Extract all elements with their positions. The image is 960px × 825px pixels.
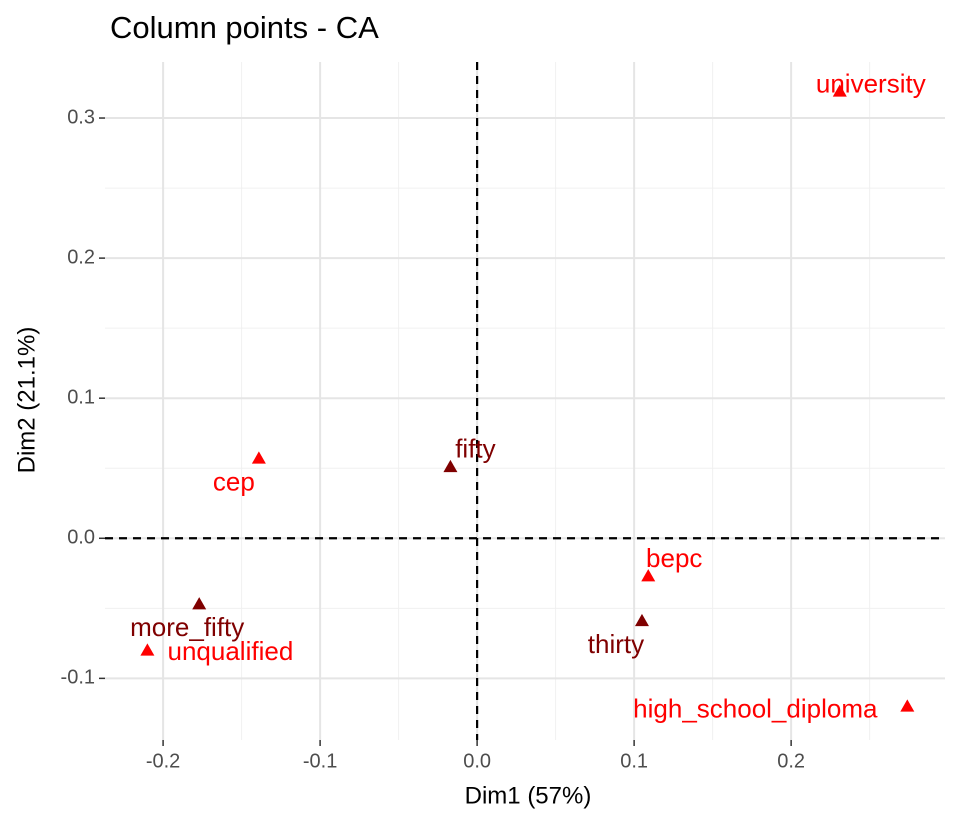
y-tick-label: 0.3 <box>67 106 95 128</box>
x-axis-title: Dim1 (57%) <box>465 782 592 809</box>
x-tick-label: 0.1 <box>620 750 648 772</box>
point <box>192 597 207 610</box>
point <box>832 84 847 97</box>
y-tick-label: 0.1 <box>67 386 95 408</box>
point <box>900 699 915 712</box>
point-label: bepc <box>646 543 702 573</box>
point <box>443 459 458 473</box>
point-label: more_fifty <box>130 612 244 642</box>
point-label: unqualified <box>168 636 294 666</box>
x-tick-label: 0.0 <box>463 750 491 772</box>
point <box>641 569 656 582</box>
x-tick-label: -0.2 <box>146 750 180 772</box>
point <box>251 451 266 464</box>
y-tick-label: 0.2 <box>67 246 95 268</box>
point-label: thirty <box>588 629 644 659</box>
point-label: university <box>816 68 926 98</box>
x-tick-label: -0.1 <box>303 750 337 772</box>
point-label: high_school_diploma <box>633 693 878 723</box>
point-label: fifty <box>455 434 495 464</box>
point-label: cep <box>213 466 255 496</box>
y-tick-label: -0.1 <box>61 667 95 689</box>
x-tick-label: 0.2 <box>777 750 805 772</box>
point <box>140 643 155 656</box>
chart-title: Column points - CA <box>110 10 379 45</box>
y-axis-title: Dim2 (21.1%) <box>13 327 40 474</box>
y-tick-label: 0.0 <box>67 527 95 549</box>
point <box>634 613 649 627</box>
